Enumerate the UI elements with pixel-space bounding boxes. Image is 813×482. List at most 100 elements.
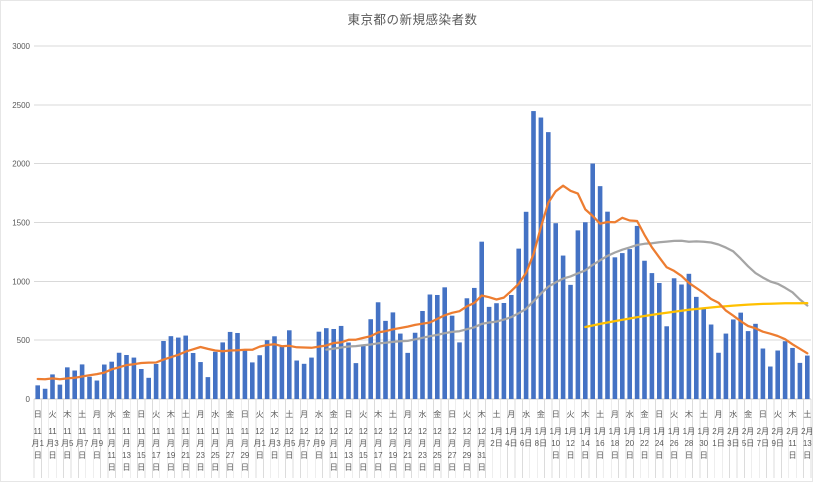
x-tick-date-row: 日 (256, 451, 264, 460)
bar (398, 333, 403, 399)
x-tick-dow: 月 (507, 410, 515, 419)
x-tick-date-row: 1月 (490, 427, 502, 436)
x-tick-date-row: 12 (388, 427, 397, 436)
x-tick-dow: 土 (700, 409, 708, 419)
x-tick-date-row: 日 (182, 463, 190, 472)
x-tick-date-row: 日 (404, 463, 412, 472)
x-tick-dow: 木 (167, 409, 175, 419)
bar (694, 296, 699, 399)
x-tick-date-row: 20 (625, 439, 634, 448)
x-tick-dow: 月 (404, 410, 412, 419)
x-tick-date-row: 10 (551, 439, 560, 448)
x-tick-date-row: 26 (670, 439, 679, 448)
x-tick-date-row: 12 (300, 427, 309, 436)
bar (116, 352, 122, 399)
x-tick-date-row: 2月 (771, 427, 783, 436)
x-tick-date-row: 13 (803, 439, 812, 448)
bar (501, 302, 507, 399)
x-tick-date-row: 日 (137, 463, 145, 472)
x-tick-date-row: 12 (374, 427, 383, 436)
x-tick-dow: 金 (330, 409, 338, 419)
bar (494, 303, 499, 399)
x-tick-date-row: 1月 (520, 427, 532, 436)
bar (457, 342, 462, 399)
x-tick-date-row: 月1 (253, 439, 266, 448)
x-tick-date-row: 月 (389, 439, 397, 448)
x-tick-date-row: 日 (789, 451, 797, 460)
x-tick-date-row: 29 (240, 451, 249, 460)
bar (57, 384, 63, 399)
bar (731, 319, 736, 399)
bar (597, 186, 603, 399)
x-tick-date-row: 2月 (712, 427, 724, 436)
bar (35, 385, 40, 399)
bar (775, 350, 780, 399)
x-tick-date-row: 12 (403, 427, 412, 436)
x-tick-date-row: 月 (211, 439, 219, 448)
x-tick-date-row: 19 (388, 451, 397, 460)
x-tick-date-row: 1月 (564, 427, 576, 436)
bar (583, 222, 588, 399)
x-tick-date-row: 月7 (298, 439, 311, 448)
bar (161, 340, 166, 399)
bar (634, 225, 640, 399)
x-tick-dow: 月 (715, 410, 723, 419)
bar (442, 287, 447, 399)
x-tick-date-row: 1月 (535, 427, 547, 436)
y-tick-label: 2500 (12, 101, 30, 110)
x-tick-date-row: 日 (152, 463, 160, 472)
x-tick-dow: 火 (256, 410, 264, 419)
x-tick-dow: 土 (493, 409, 501, 419)
x-tick-date-row: 15 (137, 451, 146, 460)
bar (361, 344, 366, 399)
x-tick-date-row: 日 (241, 463, 249, 472)
x-tick-dow: 日 (34, 410, 42, 419)
x-tick-date-row: 月 (123, 439, 131, 448)
x-tick-dow: 月 (611, 410, 619, 419)
x-tick-date-row: 12 (448, 427, 457, 436)
x-tick-date-row: 11 (122, 427, 131, 436)
bar (316, 331, 322, 399)
x-tick-date-row: 日 (478, 463, 486, 472)
bar (383, 320, 388, 399)
x-tick-date-row: 12 (285, 427, 294, 436)
x-tick-date-row: 17 (152, 451, 161, 460)
x-tick-date-row: 11 (108, 427, 117, 436)
bar (708, 324, 714, 399)
x-tick-date-row: 日 (197, 463, 205, 472)
x-tick-date-row: 15 (359, 451, 368, 460)
bar (176, 337, 181, 399)
x-tick-date-row: 12 (314, 427, 323, 436)
x-tick-dow: 月 (93, 410, 101, 419)
x-tick-dow: 金 (226, 409, 234, 419)
y-tick-label: 1000 (12, 277, 30, 286)
x-tick-date-row: 2月 (801, 427, 813, 436)
x-tick-date-row: 9日 (771, 439, 783, 448)
x-tick-date-row: 日 (226, 463, 234, 472)
x-tick-date-row: 11 (93, 427, 102, 436)
bar (235, 332, 240, 399)
bar (287, 330, 292, 399)
x-tick-date-row: 11 (226, 427, 235, 436)
x-tick-date-row: 月 (448, 439, 456, 448)
x-tick-date-row: 12 (566, 439, 575, 448)
y-tick-label: 2000 (12, 160, 30, 169)
bar (509, 294, 514, 399)
x-tick-dow: 土 (803, 409, 811, 419)
x-tick-date-row: 12 (344, 427, 353, 436)
x-tick-date-row: 11 (788, 439, 797, 448)
x-tick-date-row: 日 (345, 463, 353, 472)
x-tick-dow: 日 (759, 410, 767, 419)
x-tick-date-row: 日 (63, 451, 71, 460)
y-tick-label: 0 (26, 395, 31, 404)
bar (102, 364, 107, 399)
x-tick-date-row: 日 (167, 463, 175, 472)
x-tick-date-row: 日 (567, 451, 575, 460)
bar (375, 302, 381, 399)
x-tick-date-row: 27 (448, 451, 457, 460)
x-tick-dow: 金 (744, 409, 752, 419)
bar (568, 284, 573, 399)
bar (575, 230, 581, 399)
x-tick-dow: 金 (433, 409, 441, 419)
x-tick-dow: 土 (285, 409, 293, 419)
